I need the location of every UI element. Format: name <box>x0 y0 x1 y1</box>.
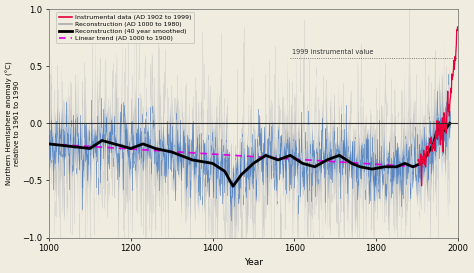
Y-axis label: Northern Hemisphere anomaly (°C)
relative to 1961 to 1990: Northern Hemisphere anomaly (°C) relativ… <box>6 61 20 185</box>
Legend: Instrumental data (AD 1902 to 1999), Reconstruction (AD 1000 to 1980), Reconstru: Instrumental data (AD 1902 to 1999), Rec… <box>56 12 194 43</box>
X-axis label: Year: Year <box>244 259 263 268</box>
Text: 1999 instrumental value: 1999 instrumental value <box>292 49 374 55</box>
